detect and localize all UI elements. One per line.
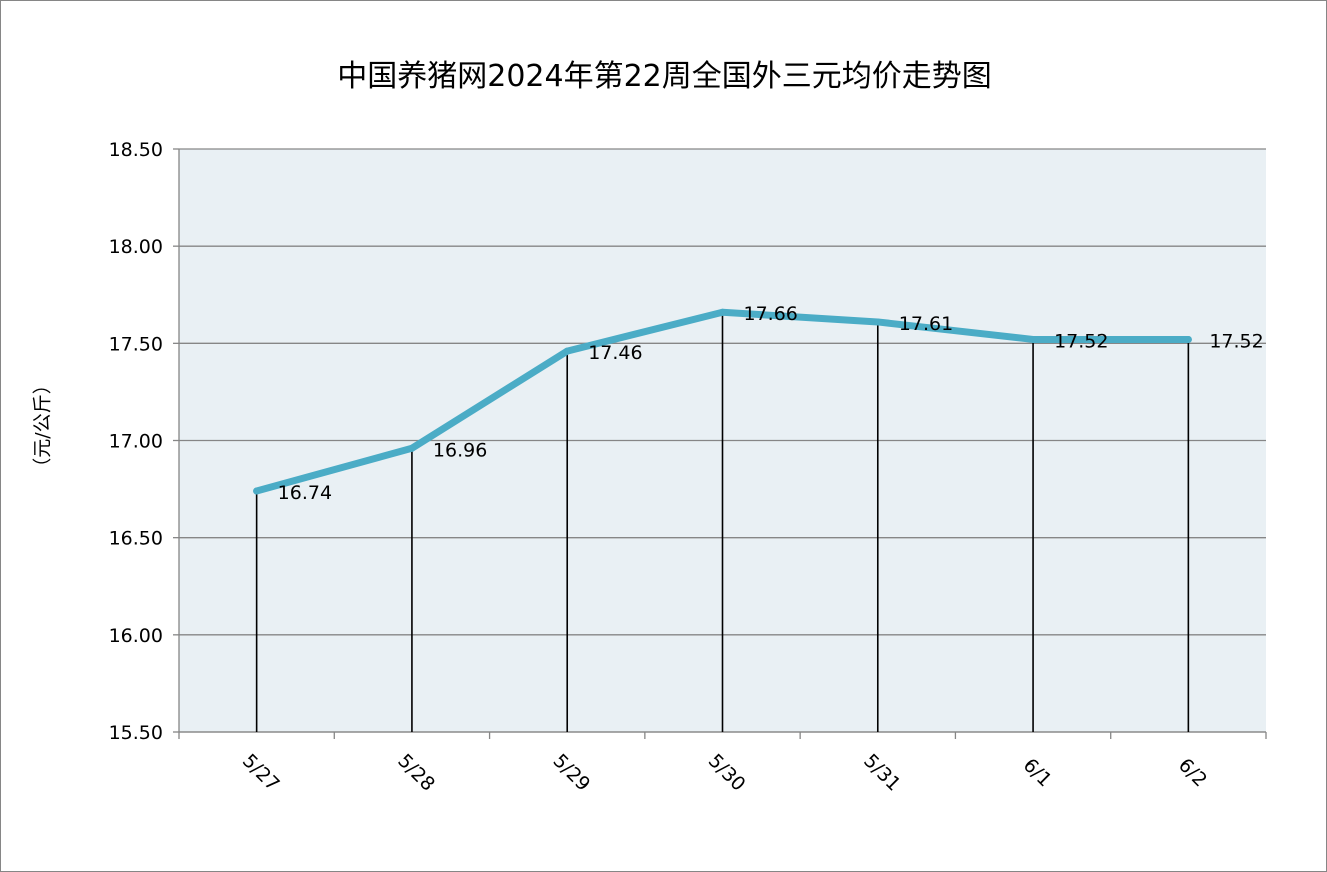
y-tick-label: 16.50 — [109, 528, 163, 550]
data-point — [719, 308, 726, 316]
data-point — [408, 444, 416, 452]
x-tick-label: 5/30 — [704, 750, 750, 796]
y-tick-label: 17.00 — [109, 431, 163, 453]
y-tick-label: 18.00 — [109, 236, 163, 258]
data-label: 16.74 — [278, 482, 332, 504]
y-tick-label: 16.00 — [109, 625, 163, 647]
x-tick-label: 6/2 — [1174, 754, 1211, 791]
x-tick-label: 5/31 — [859, 750, 905, 796]
data-point — [563, 347, 571, 355]
x-tick-label: 6/1 — [1019, 754, 1056, 791]
y-tick-label: 17.50 — [109, 333, 163, 355]
y-tick-labels: 15.50 16.00 16.50 17.00 17.50 18.00 18.50 — [109, 139, 163, 744]
data-point — [253, 487, 261, 495]
data-label: 17.61 — [899, 313, 953, 335]
x-tick-label: 5/28 — [393, 750, 439, 796]
x-tick-label: 5/27 — [238, 750, 284, 796]
y-tick-label: 15.50 — [109, 722, 163, 744]
data-label: 17.52 — [1209, 330, 1263, 352]
chart-title: 中国养猪网2024年第22周全国外三元均价走势图 — [337, 59, 992, 94]
data-label: 17.66 — [744, 303, 798, 325]
x-tick-labels: 5/27 5/28 5/29 5/30 5/31 6/1 6/2 — [238, 750, 1211, 796]
data-labels: 16.74 16.96 17.46 17.66 17.61 17.52 17.52 — [278, 303, 1264, 504]
data-point — [1184, 335, 1192, 343]
y-tick-label: 18.50 — [109, 139, 163, 161]
data-label: 17.46 — [588, 342, 642, 364]
series-line — [253, 308, 1192, 495]
data-point — [874, 318, 882, 326]
x-tick-label: 5/29 — [549, 750, 595, 796]
data-point — [1029, 335, 1037, 343]
drop-lines — [255, 312, 1190, 732]
data-label: 16.96 — [433, 439, 487, 461]
data-label: 17.52 — [1054, 330, 1108, 352]
